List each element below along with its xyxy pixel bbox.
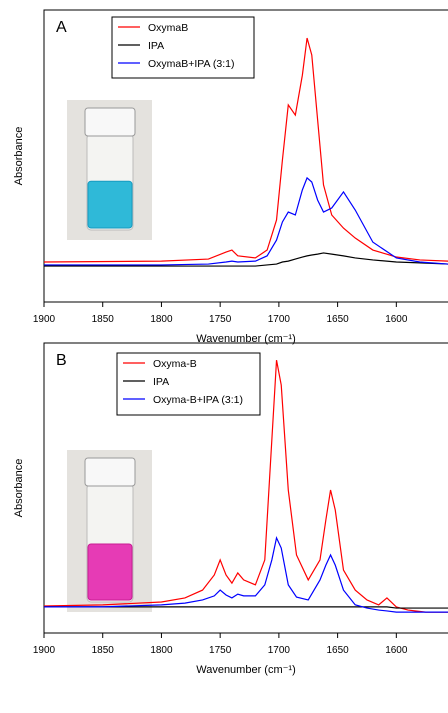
vial-liquid — [87, 543, 133, 601]
x-tick-label: 1600 — [385, 314, 408, 325]
x-tick-label: 1800 — [150, 645, 173, 656]
x-tick-label: 1700 — [268, 314, 291, 325]
legend-label: Oxyma-B — [153, 358, 197, 370]
y-axis-label: Absorbance — [13, 459, 25, 518]
x-tick-label: 1900 — [33, 314, 56, 325]
legend-label: OxymaB — [148, 22, 188, 34]
x-tick-label: 1650 — [326, 314, 349, 325]
y-axis-label: Absorbance — [13, 127, 25, 186]
legend-label: IPA — [153, 376, 169, 388]
axes-frame — [43, 9, 448, 303]
series-line — [44, 606, 448, 609]
x-axis-label: Wavenumber (cm⁻¹) — [196, 333, 296, 345]
x-tick-label: 1600 — [385, 645, 408, 656]
axes-frame — [43, 342, 448, 634]
series-line — [44, 252, 448, 267]
vial-cap — [84, 457, 136, 487]
panel-label: B — [56, 352, 67, 369]
series-line — [44, 37, 448, 263]
x-tick-label: 1650 — [326, 645, 349, 656]
x-tick-label: 1850 — [92, 314, 115, 325]
legend-label: OxymaB+IPA (3:1) — [148, 58, 234, 70]
legend-label: Oxyma-B+IPA (3:1) — [153, 394, 243, 406]
x-axis-label: Wavenumber (cm⁻¹) — [196, 664, 296, 676]
series-line — [44, 176, 448, 266]
legend-label: IPA — [148, 40, 164, 52]
x-tick-label: 1750 — [209, 645, 232, 656]
series-line — [44, 359, 448, 613]
x-tick-label: 1700 — [268, 645, 291, 656]
x-tick-label: 1900 — [33, 645, 56, 656]
series-line — [44, 535, 448, 613]
x-tick-label: 1750 — [209, 314, 232, 325]
vial-liquid — [87, 180, 133, 229]
panel-label: A — [56, 19, 67, 36]
x-tick-label: 1800 — [150, 314, 173, 325]
vial-cap — [84, 107, 136, 137]
x-tick-label: 1850 — [92, 645, 115, 656]
